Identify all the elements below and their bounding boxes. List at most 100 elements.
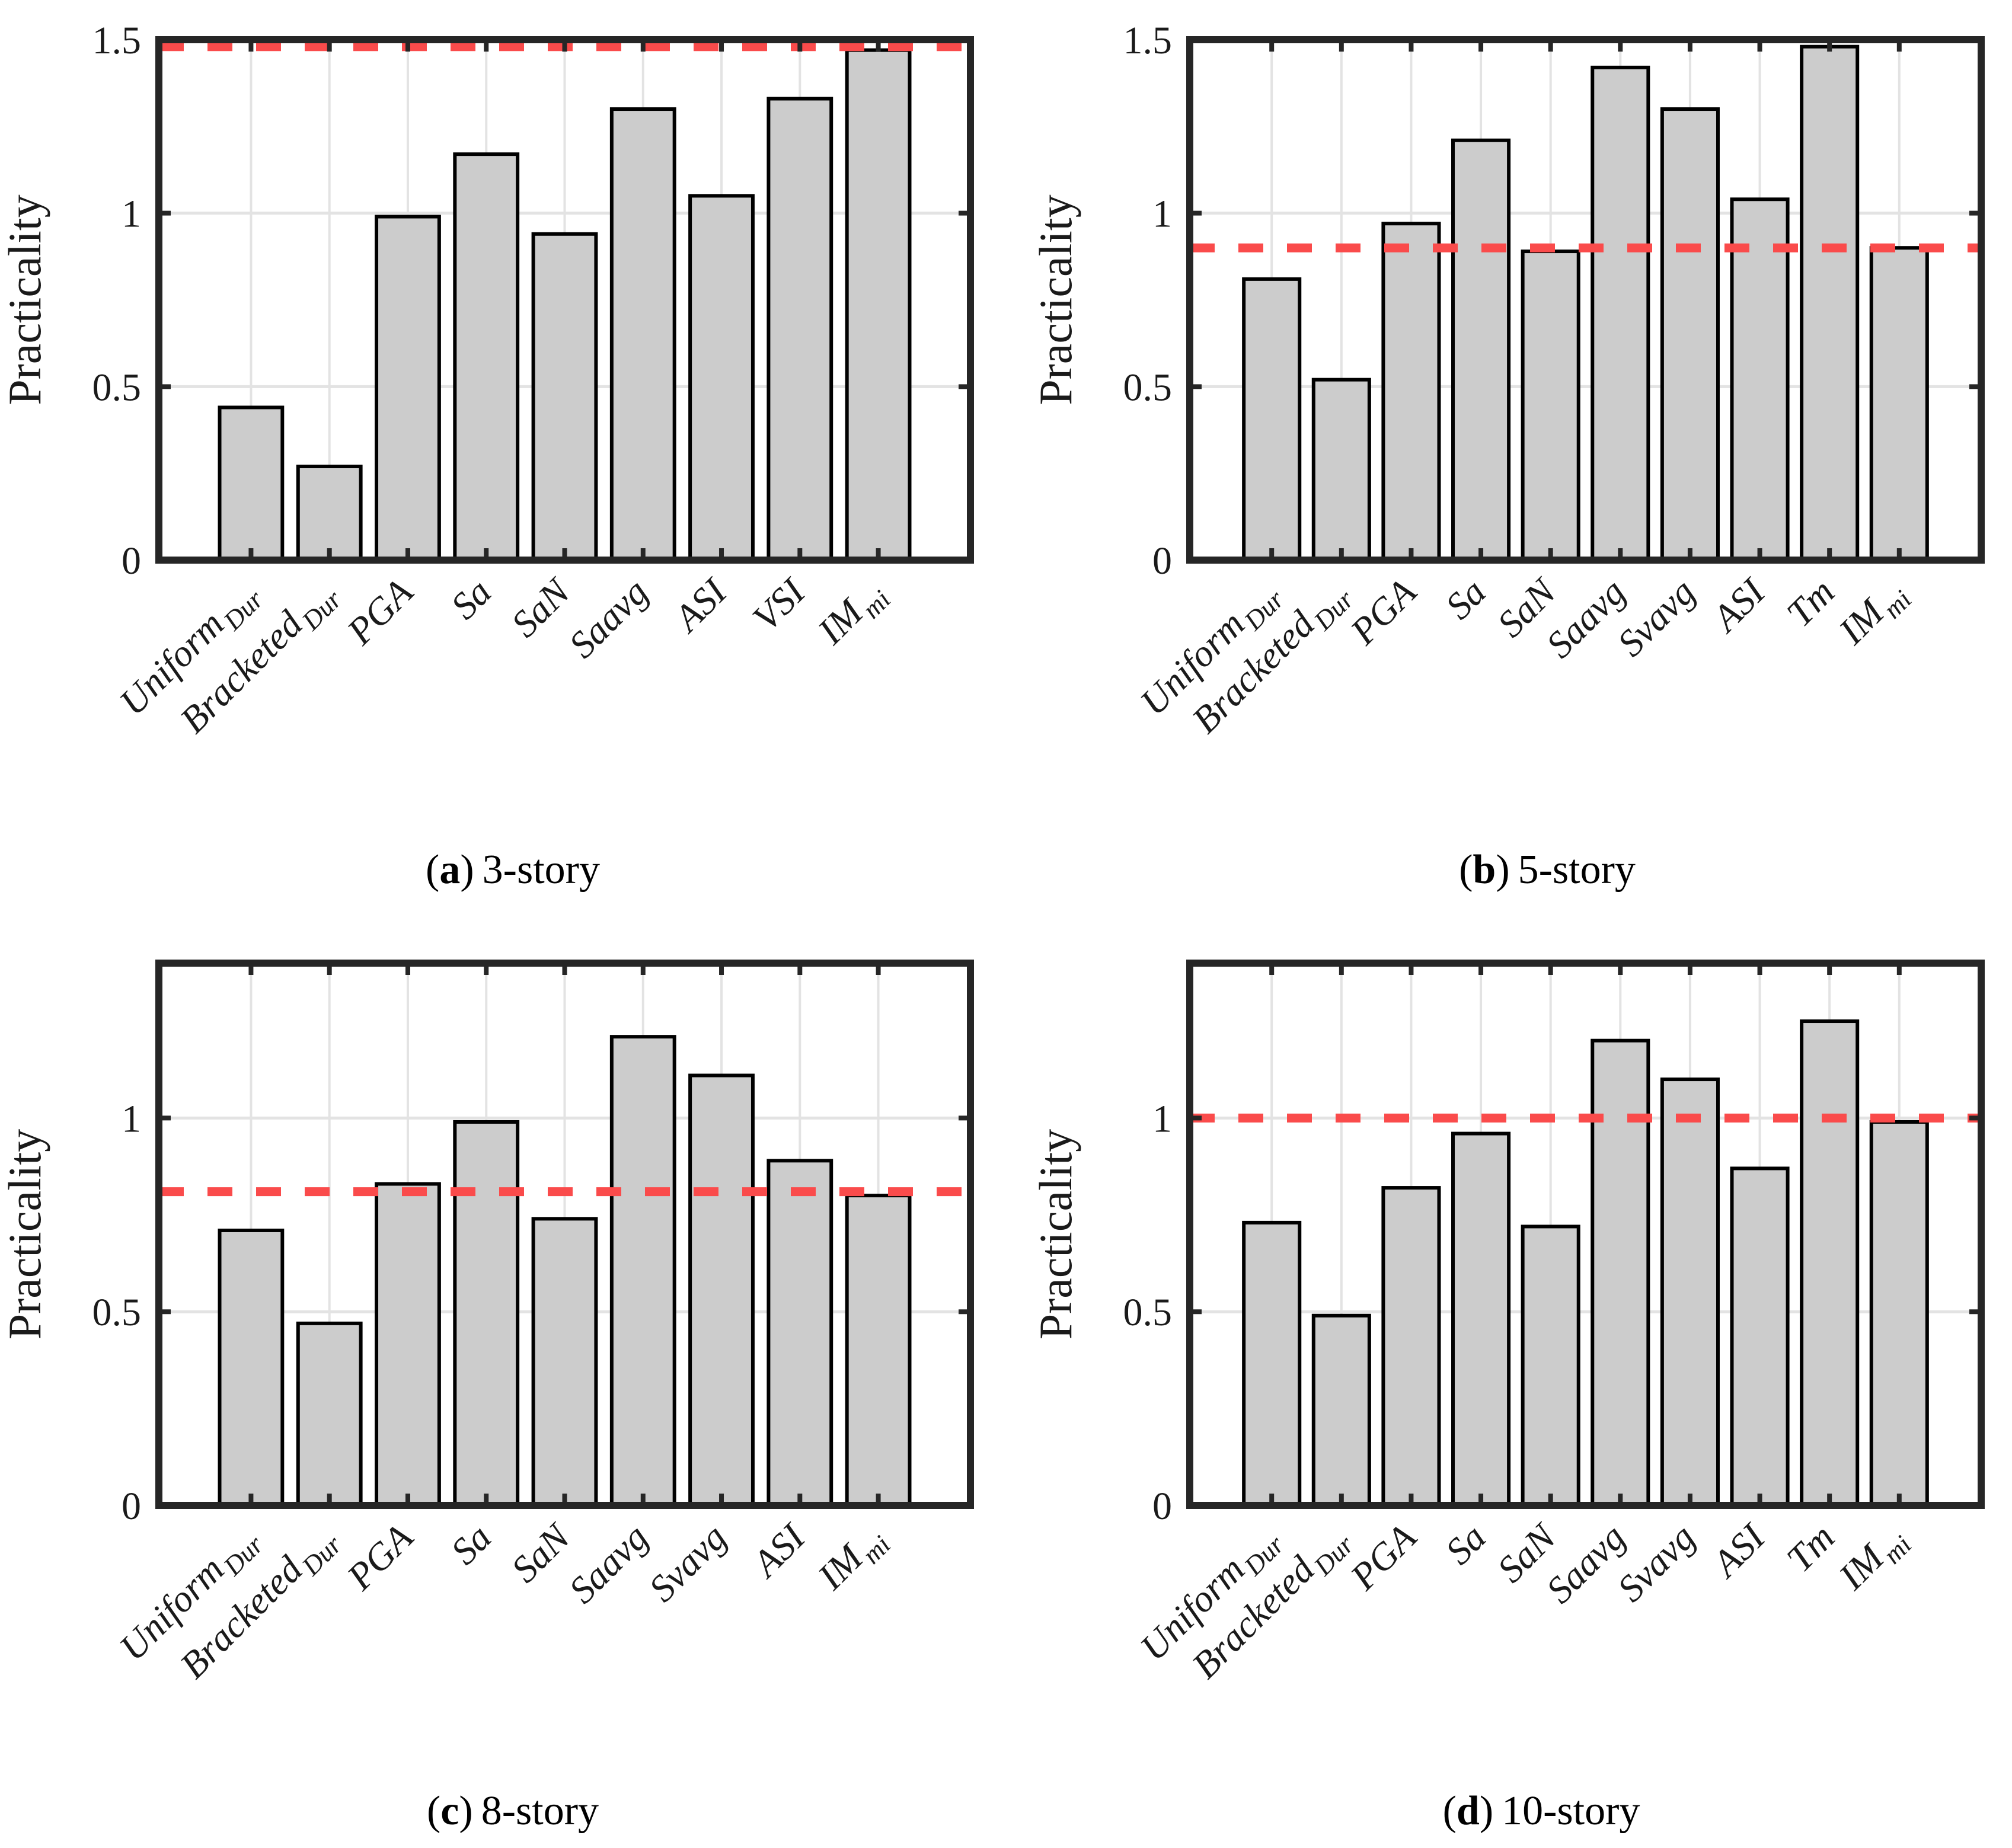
y-tick-label: 0.5: [92, 366, 142, 409]
caption-close-paren: ): [460, 847, 474, 893]
bar: [845, 1194, 912, 1507]
y-axis-label: Practicality: [1030, 194, 1081, 405]
bar: [845, 48, 912, 562]
bar: [1242, 1220, 1302, 1507]
caption-open-paren: (: [426, 847, 440, 893]
bar: [688, 194, 755, 562]
caption-open-paren: (: [426, 1788, 441, 1834]
bar: [1591, 65, 1650, 562]
y-axis-label: Practicality: [0, 194, 50, 405]
bar: [296, 464, 363, 562]
x-tick-label: PGA: [338, 570, 421, 653]
bar: [1869, 1120, 1929, 1507]
x-tick-label: IMmi: [1830, 1516, 1917, 1603]
y-tick-label: 0.5: [1123, 366, 1173, 409]
bar: [1730, 1166, 1790, 1507]
y-axis-label: Practicality: [0, 1129, 50, 1339]
bar: [1381, 1186, 1441, 1508]
caption-title: 3-story: [482, 847, 600, 893]
bar: [1242, 277, 1302, 562]
caption-letter: d: [1456, 1788, 1480, 1834]
bar: [375, 1182, 441, 1507]
caption-b: (b) 5-story: [1304, 846, 1790, 894]
caption-a: (a) 3-story: [270, 846, 756, 894]
bar: [688, 1073, 755, 1508]
x-tick-label-main: ASI: [665, 570, 736, 641]
x-tick-label-main: PGA: [338, 570, 421, 653]
bar: [296, 1321, 363, 1507]
x-tick-label: Svavg: [1609, 1516, 1703, 1610]
y-tick-label: 1.5: [1123, 19, 1173, 62]
bar: [1521, 1224, 1580, 1507]
caption-close-paren: ): [1479, 1788, 1494, 1834]
x-tick-label-main: Svavg: [1609, 571, 1703, 664]
x-tick-label: ASI: [743, 1515, 814, 1586]
x-tick-label: IMmi: [809, 571, 896, 658]
bar: [1451, 1131, 1511, 1508]
bar: [767, 97, 833, 562]
bar: [218, 1228, 285, 1507]
chart-panel-c: 00.51PracticalityUniformDurBracketedDurP…: [0, 960, 974, 1686]
x-tick-label-main: Sa: [1438, 1516, 1494, 1572]
caption-title: 8-story: [481, 1788, 599, 1834]
x-tick-label: ASI: [665, 570, 736, 641]
x-tick-label: IMmi: [809, 1516, 896, 1603]
y-tick-label: 1.5: [92, 19, 142, 62]
x-tick-label-main: Sa: [1438, 571, 1494, 627]
x-tick-label: Sa: [1438, 1516, 1494, 1572]
caption-title: 10-story: [1502, 1788, 1640, 1834]
y-tick-label: 1: [122, 1097, 141, 1140]
x-tick-label: PGA: [1342, 570, 1425, 653]
chart-panel-a: 00.511.5PracticalityUniformDurBracketedD…: [0, 19, 974, 741]
bar: [531, 232, 598, 562]
bar: [1730, 197, 1790, 562]
bar: [1381, 222, 1441, 562]
caption-letter: b: [1473, 847, 1496, 893]
x-tick-label: IMmi: [1830, 571, 1917, 658]
plot-frame: [1186, 960, 1985, 1509]
x-tick-label-main: Svavg: [1609, 1516, 1703, 1610]
bar: [1521, 250, 1580, 562]
x-tick-label: Sa: [443, 1516, 499, 1572]
x-tick-label-main: Saavg: [1538, 1516, 1633, 1612]
x-tick-label-main: Saavg: [1538, 571, 1633, 666]
chart-panel-d: 00.51PracticalityUniformDurBracketedDurP…: [1030, 960, 1985, 1686]
y-tick-label: 0.5: [1123, 1291, 1173, 1334]
x-tick-label-main: VSI: [745, 570, 814, 639]
y-tick-label: 0: [122, 539, 141, 583]
x-tick-label-main: Svavg: [641, 1516, 734, 1610]
bar: [1660, 1078, 1720, 1508]
caption-title: 5-story: [1518, 847, 1636, 893]
bar: [609, 1035, 676, 1507]
y-tick-label: 0.5: [92, 1291, 142, 1334]
x-tick-label-main: Sa: [443, 571, 499, 627]
x-tick-label: Sa: [1438, 571, 1494, 627]
bar: [1311, 378, 1371, 562]
bar: [375, 215, 441, 562]
bar: [1800, 44, 1860, 562]
bar: [453, 1120, 520, 1507]
y-tick-label: 1: [122, 193, 141, 236]
caption-open-paren: (: [1442, 1788, 1457, 1834]
caption-c: (c) 8-story: [270, 1788, 756, 1835]
x-tick-label: Svavg: [1609, 571, 1703, 664]
x-tick-label: PGA: [338, 1516, 421, 1598]
x-tick-label-main: ASI: [1703, 1515, 1774, 1586]
bar: [1660, 107, 1720, 562]
x-tick-label-main: Saavg: [561, 1516, 656, 1612]
bar: [531, 1217, 598, 1507]
chart-panel-b: 00.511.5PracticalityUniformDurBracketedD…: [1030, 19, 1985, 741]
x-tick-label-main: ASI: [743, 1515, 814, 1586]
x-tick-label: Saavg: [561, 1516, 656, 1612]
x-tick-label: ASI: [1703, 1515, 1774, 1586]
bar: [609, 107, 676, 562]
x-tick-label: PGA: [1342, 1516, 1425, 1598]
caption-close-paren: ): [1496, 847, 1510, 893]
caption-letter: c: [440, 1788, 459, 1834]
x-tick-label: Svavg: [641, 1516, 734, 1610]
y-tick-label: 0: [1152, 539, 1172, 583]
x-tick-label: Saavg: [561, 571, 656, 666]
y-tick-label: 1: [1152, 193, 1172, 236]
x-tick-label-main: PGA: [1342, 1516, 1425, 1598]
